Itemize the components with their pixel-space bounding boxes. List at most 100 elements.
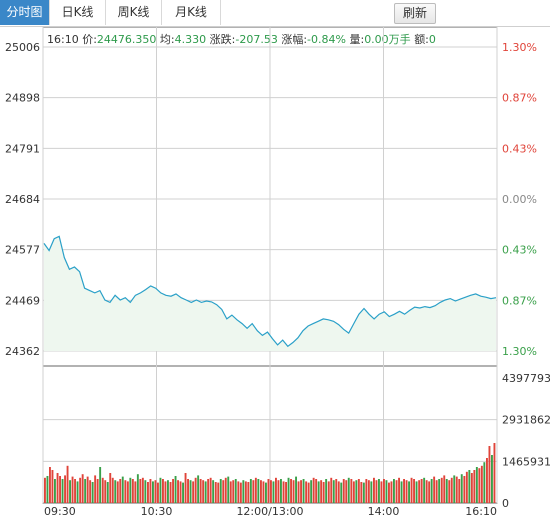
x-tick-label: 12:00/13:00: [236, 505, 303, 518]
volume-bar: [292, 480, 295, 503]
volume-bar: [242, 480, 245, 503]
refresh-button[interactable]: 刷新: [394, 3, 436, 24]
volume-bar: [493, 443, 496, 503]
y-tick-label-left: 24577: [5, 244, 40, 257]
volume-bar: [149, 479, 152, 503]
y-tick-label-right: 0.43%: [502, 142, 537, 155]
y-tick-label-left: 24791: [5, 142, 40, 155]
volume-bar: [89, 480, 92, 503]
volume-bar: [385, 480, 388, 503]
volume-bar: [51, 470, 54, 503]
volume-tick-label: 0: [502, 497, 509, 510]
volume-bar: [247, 482, 250, 503]
volume-bar: [179, 481, 182, 503]
volume-bar: [254, 477, 257, 503]
volume-bar: [475, 467, 478, 503]
volume-bar: [59, 476, 61, 503]
y-tick-label-right: 0.87%: [502, 92, 537, 105]
tab-daily-k[interactable]: 日K线: [50, 0, 106, 25]
volume-bar: [295, 476, 297, 503]
volume-bar: [400, 481, 403, 503]
info-avg-label: 均:: [159, 33, 175, 46]
tab-weekly-k[interactable]: 周K线: [106, 0, 162, 25]
volume-bar: [260, 480, 262, 503]
volume-bar: [69, 480, 71, 503]
volume-bar: [337, 481, 340, 503]
volume-bar: [234, 479, 237, 503]
volume-bar: [483, 462, 486, 503]
volume-bar: [307, 482, 310, 503]
volume-bar: [66, 465, 69, 503]
volume-bar: [172, 479, 174, 503]
volume-bar: [71, 476, 74, 503]
volume-bar: [214, 482, 217, 503]
volume-bar: [239, 482, 242, 503]
volume-bar: [64, 475, 66, 503]
volume-bar: [488, 446, 491, 503]
volume-bar: [119, 479, 122, 503]
volume-bar: [159, 477, 162, 503]
volume-bar: [480, 465, 483, 503]
volume-bar: [169, 482, 172, 503]
intraday-chart: 25006 1.30% 24898 0.87% 24791 0.43% 24684 0.00%…: [5, 27, 550, 518]
volume-bar: [362, 482, 365, 503]
volume-bar: [405, 480, 408, 503]
info-vol-label: 量:: [349, 33, 365, 46]
volume-bar: [134, 481, 137, 503]
volume-bar: [144, 480, 147, 503]
tab-intraday[interactable]: 分时图: [0, 0, 50, 25]
volume-bar: [189, 480, 192, 503]
volume-bar: [275, 477, 277, 503]
volume-bar: [237, 481, 240, 503]
y-tick-label-right: 1.30%: [502, 41, 537, 54]
volume-bar: [350, 479, 353, 503]
volume-tick-label: 4397793: [502, 372, 550, 385]
info-vol: 0.00万手: [364, 33, 411, 46]
volume-bar: [157, 482, 159, 503]
volume-bar: [129, 477, 132, 503]
volume-bar: [114, 480, 117, 503]
volume-bar: [302, 479, 305, 503]
info-amount: 0: [428, 33, 436, 46]
x-tick-label: 09:30: [44, 505, 76, 518]
y-tick-label-left: 24684: [5, 193, 40, 206]
y-tick-label-left: 24898: [5, 92, 40, 105]
volume-bar: [199, 479, 202, 503]
volume-bar: [410, 477, 413, 503]
volume-bar: [224, 477, 227, 503]
price-line: [43, 235, 497, 348]
volume-bar: [197, 475, 200, 503]
volume-bar: [388, 482, 390, 503]
volume-bar: [212, 480, 215, 503]
volume-bar: [116, 481, 119, 503]
volume-bar: [413, 479, 415, 503]
volume-bar: [443, 475, 446, 503]
tab-monthly-k[interactable]: 月K线: [162, 0, 221, 25]
volume-bar: [398, 477, 400, 503]
volume-bar: [383, 479, 385, 503]
volume-bar: [408, 481, 410, 503]
volume-bar: [202, 480, 205, 503]
volume-bar: [162, 479, 164, 503]
volume-bar: [342, 479, 345, 503]
info-pct: -0.84%: [307, 33, 346, 46]
volume-bar: [139, 479, 142, 503]
volume-bar: [390, 481, 393, 503]
info-avg: 4.330: [174, 33, 207, 46]
volume-bar: [141, 477, 144, 503]
volume-bar: [272, 481, 275, 503]
volume-bar: [322, 482, 325, 503]
volume-bar: [448, 480, 451, 503]
volume-bar: [174, 476, 177, 503]
volume-bar: [79, 477, 82, 503]
volume-bar: [335, 479, 338, 503]
volume-bar: [428, 481, 431, 503]
volume-bar: [262, 481, 265, 503]
volume-bar: [131, 479, 134, 503]
volume-bar: [347, 477, 350, 503]
volume-bar: [147, 482, 149, 503]
volume-bar: [310, 480, 313, 503]
y-tick-label-left: 24362: [5, 345, 40, 358]
info-change-label: 涨跌:: [209, 33, 236, 46]
volume-bar: [378, 479, 380, 503]
